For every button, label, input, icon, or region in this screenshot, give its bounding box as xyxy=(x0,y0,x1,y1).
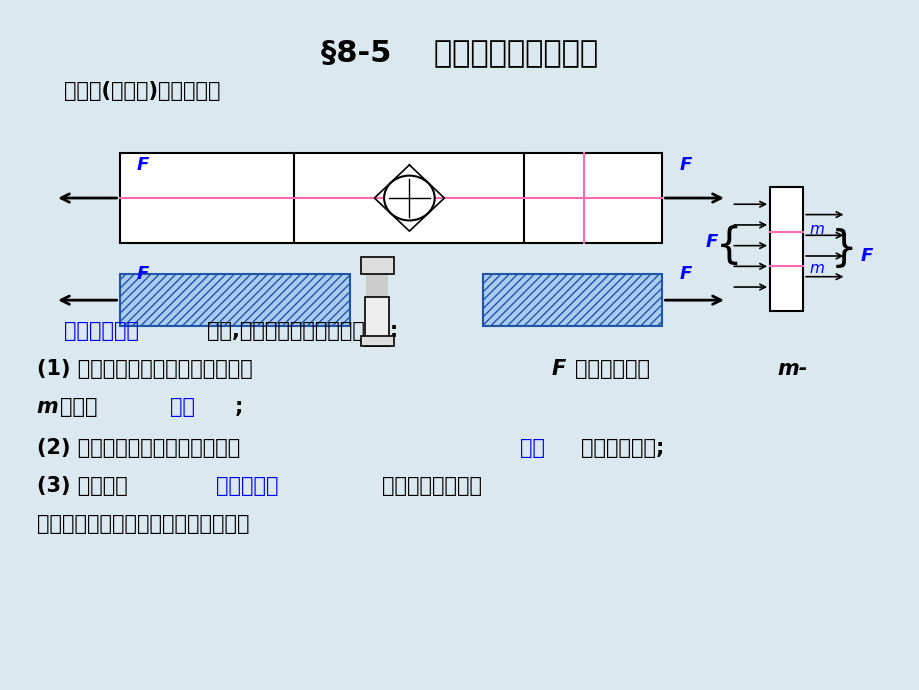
Text: 其他的连接也都有类似的破坏可能性。: 其他的连接也都有类似的破坏可能性。 xyxy=(37,514,249,534)
Text: F: F xyxy=(678,156,691,174)
Text: F: F xyxy=(705,233,717,251)
Text: §8-5    连接件的实用计算法: §8-5 连接件的实用计算法 xyxy=(321,38,598,67)
Text: 挤压: 挤压 xyxy=(519,438,544,458)
Text: F: F xyxy=(136,265,149,283)
Text: F: F xyxy=(678,265,691,283)
Text: ;: ; xyxy=(234,397,243,417)
Bar xyxy=(769,187,802,311)
Bar xyxy=(119,153,662,243)
Text: 作用下，将沿: 作用下，将沿 xyxy=(574,359,650,379)
Text: (2) 螺栓与钢板在相互接触面上因: (2) 螺栓与钢板在相互接触面上因 xyxy=(37,438,240,458)
Text: 剪断: 剪断 xyxy=(170,397,195,417)
Text: {: { xyxy=(716,225,742,266)
Text: m: m xyxy=(809,222,823,237)
Text: m: m xyxy=(37,397,59,417)
Text: }: } xyxy=(830,228,856,270)
Bar xyxy=(119,274,349,326)
Text: F: F xyxy=(551,359,565,379)
Text: 螺栓孔削弱: 螺栓孔削弱 xyxy=(216,476,278,496)
Ellipse shape xyxy=(384,176,435,221)
Bar xyxy=(360,257,393,274)
Text: 以螺栓(或铆钉)连接为例，: 以螺栓(或铆钉)连接为例， xyxy=(64,81,221,101)
Bar xyxy=(366,274,388,326)
Text: F: F xyxy=(136,156,149,174)
Text: 表明,连接处的破坏可能性有三种:: 表明,连接处的破坏可能性有三种: xyxy=(207,321,398,341)
Bar xyxy=(482,274,662,326)
Text: m: m xyxy=(809,261,823,276)
Text: m-: m- xyxy=(777,359,807,379)
Text: 的截面处被拉断。: 的截面处被拉断。 xyxy=(381,476,482,496)
Text: F: F xyxy=(859,247,871,265)
Text: 截面被: 截面被 xyxy=(60,397,97,417)
Text: (1) 螺栓在两侧与钢板接触面的压力: (1) 螺栓在两侧与钢板接触面的压力 xyxy=(37,359,253,379)
Bar xyxy=(360,336,393,346)
Text: (3) 钢板在受: (3) 钢板在受 xyxy=(37,476,128,496)
Text: 螺栓破坏实验: 螺栓破坏实验 xyxy=(64,321,140,341)
Bar xyxy=(365,297,389,346)
Text: 而使连接松动;: 而使连接松动; xyxy=(581,438,664,458)
